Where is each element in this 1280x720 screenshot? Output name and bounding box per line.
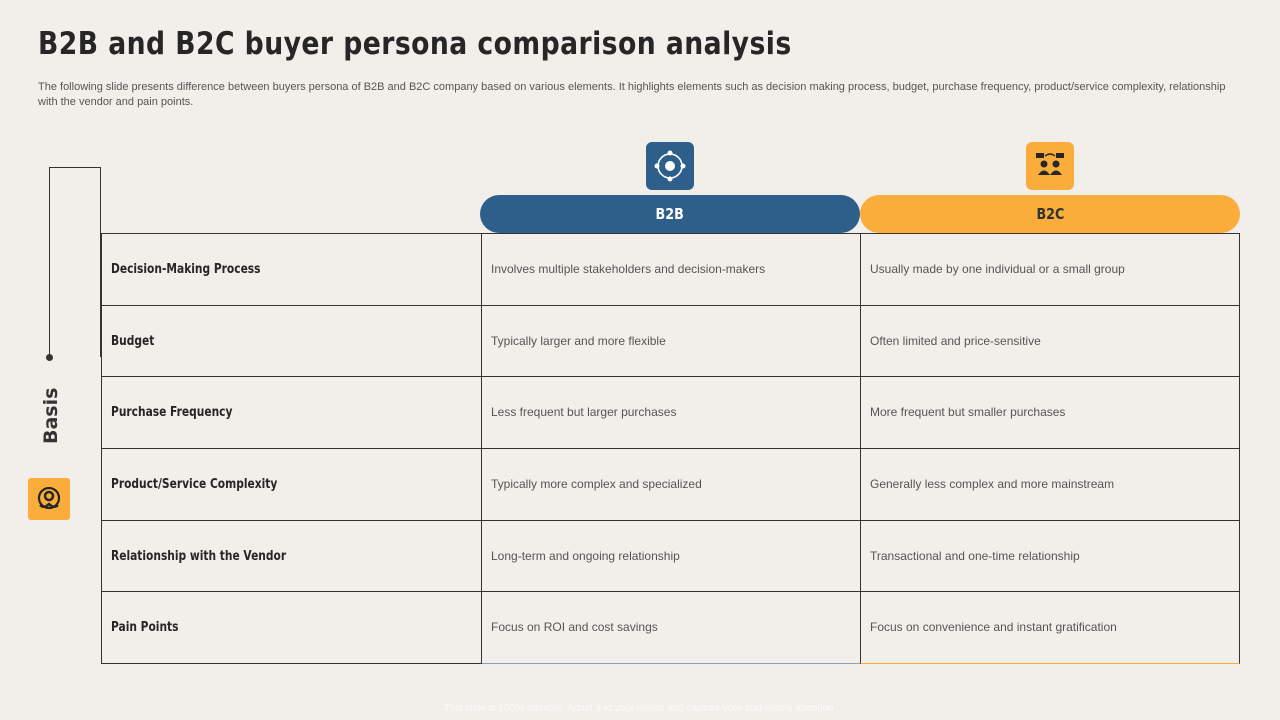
customer-group-icon	[1026, 142, 1074, 190]
table-row: Pain Points Focus on ROI and cost saving…	[102, 592, 1240, 665]
hands-gear-icon	[28, 478, 70, 520]
basis-cell: Decision-Making Process	[102, 234, 482, 306]
b2b-column-header: B2B	[480, 195, 860, 233]
b2c-cell: Often limited and price-sensitive	[861, 305, 1240, 378]
page-subtitle: The following slide presents difference …	[38, 81, 1226, 108]
comparison-table: Decision-Making Process Involves multipl…	[101, 233, 1240, 665]
b2b-cell: Involves multiple stakeholders and decis…	[482, 234, 861, 306]
b2c-cell: More frequent but smaller purchases	[861, 377, 1240, 450]
table-row: Purchase Frequency Less frequent but lar…	[102, 377, 1240, 450]
basis-bracket-line	[49, 167, 101, 357]
table-row: Product/Service Complexity Typically mor…	[102, 449, 1240, 521]
basis-cell: Purchase Frequency	[102, 377, 482, 450]
basis-cell: Product/Service Complexity	[102, 449, 482, 521]
b2c-cell: Generally less complex and more mainstre…	[861, 449, 1240, 521]
basis-cell: Budget	[102, 305, 482, 378]
table-row: Budget Typically larger and more flexibl…	[102, 305, 1240, 378]
basis-label: Basis	[40, 387, 62, 444]
b2b-cell: Less frequent but larger purchases	[482, 377, 861, 450]
b2c-cell: Usually made by one individual or a smal…	[861, 234, 1240, 306]
page-title: B2B and B2C buyer persona comparison ana…	[38, 26, 792, 62]
b2b-cell: Long-term and ongoing relationship	[482, 520, 861, 593]
basis-cell: Pain Points	[102, 592, 482, 665]
b2b-network-icon	[646, 142, 694, 190]
b2c-column-header: B2C	[860, 195, 1240, 233]
basis-bracket-dot	[46, 354, 53, 361]
b2b-cell: Typically larger and more flexible	[482, 305, 861, 378]
b2b-cell: Focus on ROI and cost savings	[482, 592, 861, 665]
table-row: Decision-Making Process Involves multipl…	[102, 234, 1240, 306]
b2b-cell: Typically more complex and specialized	[482, 449, 861, 521]
table-row: Relationship with the Vendor Long-term a…	[102, 520, 1240, 593]
basis-cell: Relationship with the Vendor	[102, 520, 482, 593]
b2c-cell: Transactional and one-time relationship	[861, 520, 1240, 593]
b2c-cell: Focus on convenience and instant gratifi…	[861, 592, 1240, 665]
footer-note: This slide is 100% editable. Adapt it to…	[443, 703, 837, 714]
